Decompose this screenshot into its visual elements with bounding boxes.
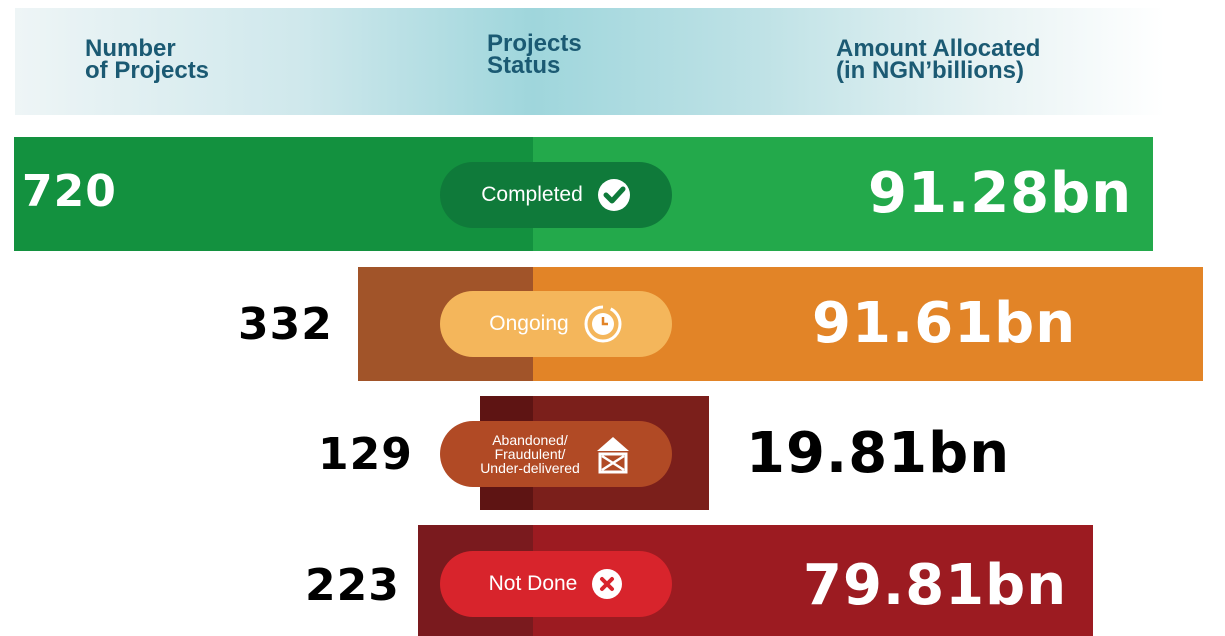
count: 129 — [318, 429, 413, 480]
status: Abandoned/ Fraudulent/ Under-delivered — [480, 432, 580, 476]
status-pill: Ongoing — [440, 291, 672, 357]
broken-house-icon — [596, 437, 629, 474]
status-pill: Abandoned/ Fraudulent/ Under-delivered — [440, 421, 672, 487]
count: 332 — [238, 299, 333, 350]
status: Ongoing — [489, 312, 569, 335]
status: Not Done — [488, 572, 578, 595]
amount: 91.61bn — [812, 291, 1077, 356]
x-icon — [592, 569, 623, 599]
clock-icon — [584, 305, 622, 343]
count: 720 — [22, 166, 117, 217]
status-pill: Completed — [440, 162, 672, 228]
count: 223 — [305, 560, 400, 611]
status-pill: Not Done — [440, 551, 672, 617]
status: Completed — [481, 183, 583, 206]
header-band — [15, 8, 1165, 115]
header-count: Number of Projects — [85, 35, 210, 84]
header-status: Projects Status — [487, 30, 582, 79]
amount: 79.81bn — [803, 553, 1068, 618]
amount: 19.81bn — [746, 421, 1011, 486]
amount: 91.28bn — [868, 161, 1133, 226]
check-icon — [597, 179, 630, 211]
header-amount: Amount Allocated (in NGN’billions) — [836, 35, 1041, 84]
